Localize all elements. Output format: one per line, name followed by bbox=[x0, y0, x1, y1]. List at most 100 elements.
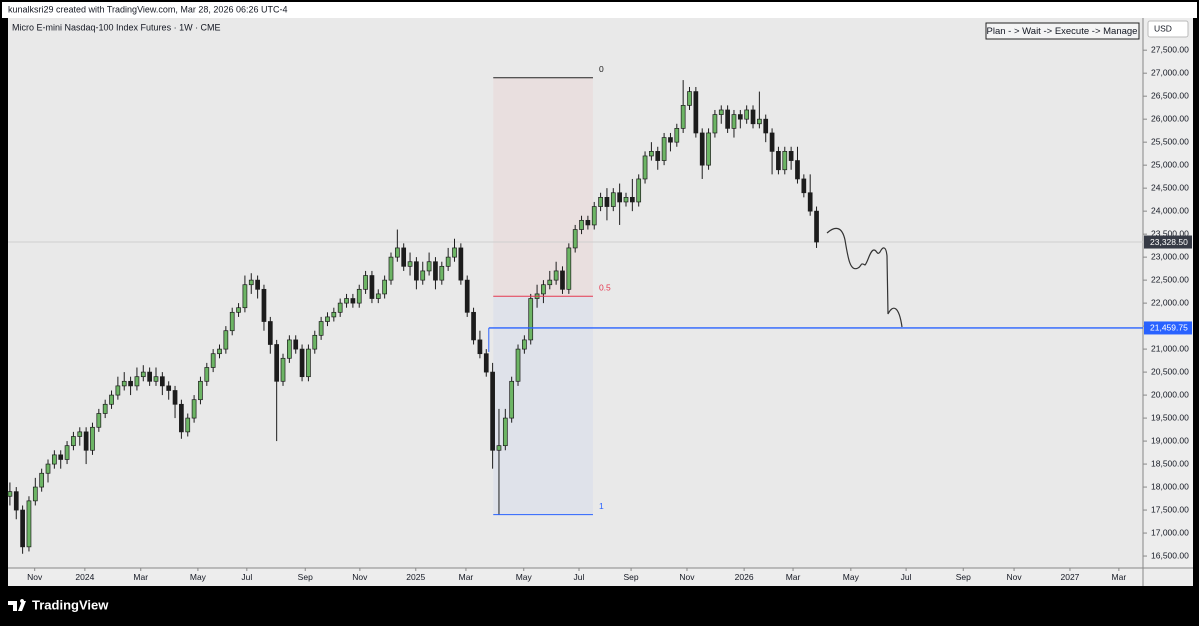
x-tick-label: Jul bbox=[241, 572, 252, 582]
candle-body bbox=[172, 390, 178, 405]
y-tick-label: 20,500.00 bbox=[1151, 366, 1189, 376]
candle-body bbox=[217, 348, 222, 355]
candle-body bbox=[388, 256, 394, 281]
y-tick-label: 27,000.00 bbox=[1151, 67, 1189, 77]
candle-body bbox=[763, 118, 769, 134]
candle-body bbox=[121, 380, 127, 387]
level-tag bbox=[1144, 321, 1192, 335]
y-tick-label: 17,500.00 bbox=[1151, 504, 1189, 514]
y-tick-label: 19,500.00 bbox=[1151, 412, 1189, 422]
candle-body bbox=[153, 376, 159, 382]
x-tick-label: Mar bbox=[459, 572, 474, 582]
candle-body bbox=[636, 178, 642, 203]
candle-body bbox=[293, 339, 299, 350]
candle-body bbox=[306, 348, 311, 378]
candle-body bbox=[274, 344, 280, 382]
y-tick-label: 24,500.00 bbox=[1151, 182, 1189, 192]
candle-body bbox=[572, 229, 578, 249]
candle-body bbox=[706, 132, 711, 166]
candle-body bbox=[541, 284, 546, 295]
x-tick-label: Mar bbox=[786, 572, 801, 582]
candle-body bbox=[712, 114, 718, 134]
x-tick-label: 2025 bbox=[406, 572, 425, 582]
candle-body bbox=[718, 109, 724, 115]
candle-body bbox=[32, 486, 38, 502]
candle-body bbox=[642, 155, 648, 180]
x-tick-label: May bbox=[190, 572, 207, 582]
candle-body bbox=[45, 463, 51, 474]
candle-body bbox=[350, 298, 356, 304]
candles bbox=[7, 80, 819, 554]
candle-body bbox=[680, 105, 686, 129]
candle-body bbox=[782, 151, 788, 171]
candle-body bbox=[452, 247, 457, 258]
candle-body bbox=[261, 288, 267, 322]
candle-body bbox=[687, 91, 692, 106]
candle-body bbox=[83, 431, 89, 451]
candle-body bbox=[737, 114, 743, 120]
candle-body bbox=[776, 151, 781, 171]
candle-body bbox=[814, 210, 819, 243]
candle-body bbox=[96, 413, 102, 428]
x-tick-label: May bbox=[843, 572, 860, 582]
candle-body bbox=[496, 445, 502, 451]
candle-body bbox=[229, 311, 235, 332]
candle-body bbox=[547, 279, 553, 286]
candle-body bbox=[623, 196, 629, 203]
x-tick-label: 2027 bbox=[1060, 572, 1079, 582]
candle-body bbox=[204, 367, 210, 382]
candle-body bbox=[394, 247, 400, 258]
currency-box bbox=[1147, 20, 1189, 38]
last-price-tag-label: 23,328.50 bbox=[1150, 237, 1188, 247]
candle-body bbox=[13, 491, 19, 511]
note-box bbox=[985, 22, 1140, 40]
candle-body bbox=[210, 353, 216, 368]
fib-label: 0 bbox=[599, 64, 604, 74]
y-tick-label: 23,500.00 bbox=[1151, 228, 1189, 238]
logo: TradingView bbox=[8, 597, 109, 612]
x-tick-label: Nov bbox=[352, 572, 368, 582]
candle-body bbox=[445, 256, 451, 267]
candle-body bbox=[58, 454, 64, 460]
candle-body bbox=[325, 316, 330, 322]
header-text: kunalksri29 created with TradingView.com… bbox=[8, 4, 287, 14]
candle-body bbox=[579, 219, 584, 230]
candle-body bbox=[312, 334, 318, 350]
candle-body bbox=[509, 380, 515, 419]
note-text: Plan - > Wait -> Execute -> Manage bbox=[987, 26, 1138, 37]
candle-body bbox=[750, 109, 756, 125]
candle-body bbox=[375, 293, 381, 299]
fib-zone-upper bbox=[493, 77, 593, 297]
candle-body bbox=[223, 330, 229, 350]
candle-body bbox=[458, 247, 464, 281]
y-tick-label: 16,500.00 bbox=[1151, 550, 1189, 560]
candle-body bbox=[528, 298, 534, 341]
candle-body bbox=[464, 279, 470, 313]
candle-body bbox=[617, 192, 622, 203]
candle-body bbox=[795, 160, 800, 180]
fib-label: 0.5 bbox=[599, 282, 611, 292]
x-tick-label: 2026 bbox=[735, 572, 754, 582]
candle-body bbox=[598, 196, 603, 207]
y-tick-label: 25,500.00 bbox=[1151, 136, 1189, 146]
candle-body bbox=[585, 219, 591, 226]
fib-layer bbox=[8, 77, 1143, 515]
y-tick-label: 23,000.00 bbox=[1151, 251, 1189, 261]
candle-body bbox=[159, 376, 165, 387]
candle-body bbox=[591, 206, 597, 226]
candle-body bbox=[236, 307, 241, 313]
candle-body bbox=[109, 394, 114, 405]
y-tick-label: 18,000.00 bbox=[1151, 481, 1189, 491]
candle-body bbox=[185, 417, 191, 433]
candle-body bbox=[287, 339, 292, 359]
x-tick-label: Mar bbox=[133, 572, 148, 582]
overlay: 00.51 bbox=[488, 64, 1143, 516]
candle-body bbox=[566, 247, 572, 290]
candle-body bbox=[807, 192, 813, 212]
x-tick-label: Nov bbox=[27, 572, 43, 582]
y-tick-label: 26,000.00 bbox=[1151, 113, 1189, 123]
candle-body bbox=[502, 417, 508, 447]
candle-body bbox=[490, 371, 495, 451]
